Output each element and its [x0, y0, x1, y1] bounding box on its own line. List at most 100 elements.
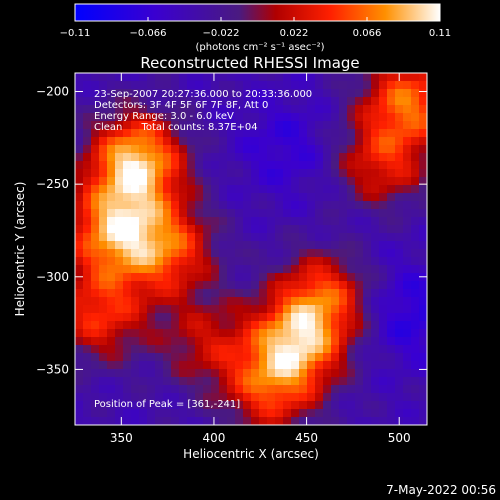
heatmap-cell — [323, 185, 332, 194]
heatmap-cell — [323, 137, 332, 146]
heatmap-cell — [347, 393, 356, 402]
heatmap-cell — [107, 217, 116, 226]
heatmap-cell — [315, 201, 324, 210]
heatmap-cell — [395, 409, 404, 418]
heatmap-cell — [75, 377, 84, 386]
heatmap-cell — [91, 225, 100, 234]
heatmap-cell — [243, 129, 252, 138]
heatmap-cell — [99, 225, 108, 234]
heatmap-cell — [275, 217, 284, 226]
heatmap-cell — [227, 249, 236, 258]
heatmap-cell — [411, 393, 420, 402]
heatmap-cell — [155, 409, 164, 418]
heatmap-cell — [147, 297, 156, 306]
heatmap-cell — [139, 137, 148, 146]
heatmap-cell — [315, 169, 324, 178]
heatmap-cell — [75, 209, 84, 218]
heatmap-cell — [331, 201, 340, 210]
heatmap-cell — [355, 289, 364, 298]
heatmap-cell — [219, 377, 228, 386]
heatmap-cell — [107, 113, 116, 122]
heatmap-cell — [83, 169, 92, 178]
heatmap-cell — [387, 337, 396, 346]
heatmap-cell — [75, 217, 84, 226]
heatmap-cell — [243, 289, 252, 298]
heatmap-cell — [323, 129, 332, 138]
heatmap-cell — [99, 369, 108, 378]
heatmap-cell — [83, 409, 92, 418]
heatmap-cell — [371, 273, 380, 282]
heatmap-cell — [139, 353, 148, 362]
heatmap-cell — [419, 313, 427, 322]
heatmap-cell — [347, 137, 356, 146]
heatmap-cell — [155, 161, 164, 170]
heatmap-cell — [371, 241, 380, 250]
heatmap-cell — [387, 409, 396, 418]
heatmap-cell — [187, 193, 196, 202]
heatmap-cell — [387, 233, 396, 242]
heatmap-cell — [235, 241, 244, 250]
heatmap-cell — [155, 145, 164, 154]
heatmap-cell — [251, 217, 260, 226]
heatmap-cell — [267, 385, 276, 394]
heatmap-cell — [179, 329, 188, 338]
heatmap-cell — [195, 193, 204, 202]
heatmap-cell — [195, 281, 204, 290]
heatmap-cell — [331, 209, 340, 218]
heatmap-cell — [147, 161, 156, 170]
heatmap-cell — [187, 97, 196, 106]
heatmap-cell — [99, 353, 108, 362]
heatmap-cell — [139, 177, 148, 186]
heatmap-cell — [75, 305, 84, 314]
heatmap-cell — [315, 265, 324, 274]
heatmap-cell — [299, 89, 308, 98]
heatmap-cell — [419, 393, 427, 402]
heatmap-cell — [299, 265, 308, 274]
heatmap-cell — [107, 209, 116, 218]
heatmap-cell — [371, 305, 380, 314]
heatmap-cell — [163, 273, 172, 282]
heatmap-cell — [403, 113, 412, 122]
heatmap-cell — [107, 105, 116, 114]
heatmap-cell — [411, 409, 420, 418]
heatmap-cell — [411, 377, 420, 386]
heatmap-cell — [211, 401, 220, 410]
heatmap-cell — [251, 105, 260, 114]
heatmap-cell — [131, 129, 140, 138]
heatmap-cell — [131, 105, 140, 114]
heatmap-cell — [235, 369, 244, 378]
heatmap-cell — [99, 113, 108, 122]
heatmap-cell — [251, 169, 260, 178]
heatmap-cell — [211, 161, 220, 170]
heatmap-cell — [227, 257, 236, 266]
heatmap-cell — [83, 73, 92, 82]
heatmap-cell — [187, 329, 196, 338]
heatmap-cell — [243, 233, 252, 242]
heatmap-cell — [371, 249, 380, 258]
heatmap-cell — [291, 257, 300, 266]
heatmap-cell — [227, 321, 236, 330]
heatmap-cell — [123, 409, 132, 418]
heatmap-cell — [291, 225, 300, 234]
heatmap-cell — [203, 377, 212, 386]
heatmap-cell — [267, 281, 276, 290]
heatmap-cell — [123, 73, 132, 82]
heatmap-cell — [411, 169, 420, 178]
heatmap-cell — [107, 81, 116, 90]
heatmap-cell — [75, 337, 84, 346]
heatmap-cell — [147, 73, 156, 82]
heatmap-cell — [179, 321, 188, 330]
heatmap-cell — [131, 153, 140, 162]
heatmap-cell — [243, 281, 252, 290]
heatmap-cell — [339, 89, 348, 98]
heatmap-cell — [139, 161, 148, 170]
heatmap-cell — [355, 129, 364, 138]
heatmap-cell — [155, 281, 164, 290]
heatmap-cell — [299, 145, 308, 154]
heatmap-cell — [403, 401, 412, 410]
heatmap-cell — [379, 209, 388, 218]
heatmap-cell — [291, 153, 300, 162]
heatmap-cell — [219, 81, 228, 90]
heatmap-cell — [403, 89, 412, 98]
heatmap-cell — [203, 297, 212, 306]
